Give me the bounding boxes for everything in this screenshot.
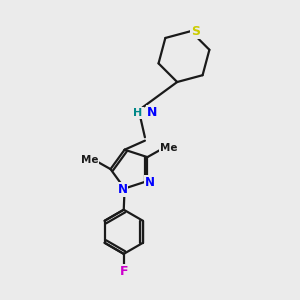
Text: F: F	[119, 265, 128, 278]
Text: S: S	[191, 25, 200, 38]
Text: N: N	[145, 176, 154, 189]
Text: Me: Me	[80, 155, 98, 165]
Text: Me: Me	[160, 143, 177, 153]
Text: N: N	[146, 106, 157, 119]
Text: H: H	[134, 108, 143, 118]
Text: N: N	[118, 183, 128, 196]
